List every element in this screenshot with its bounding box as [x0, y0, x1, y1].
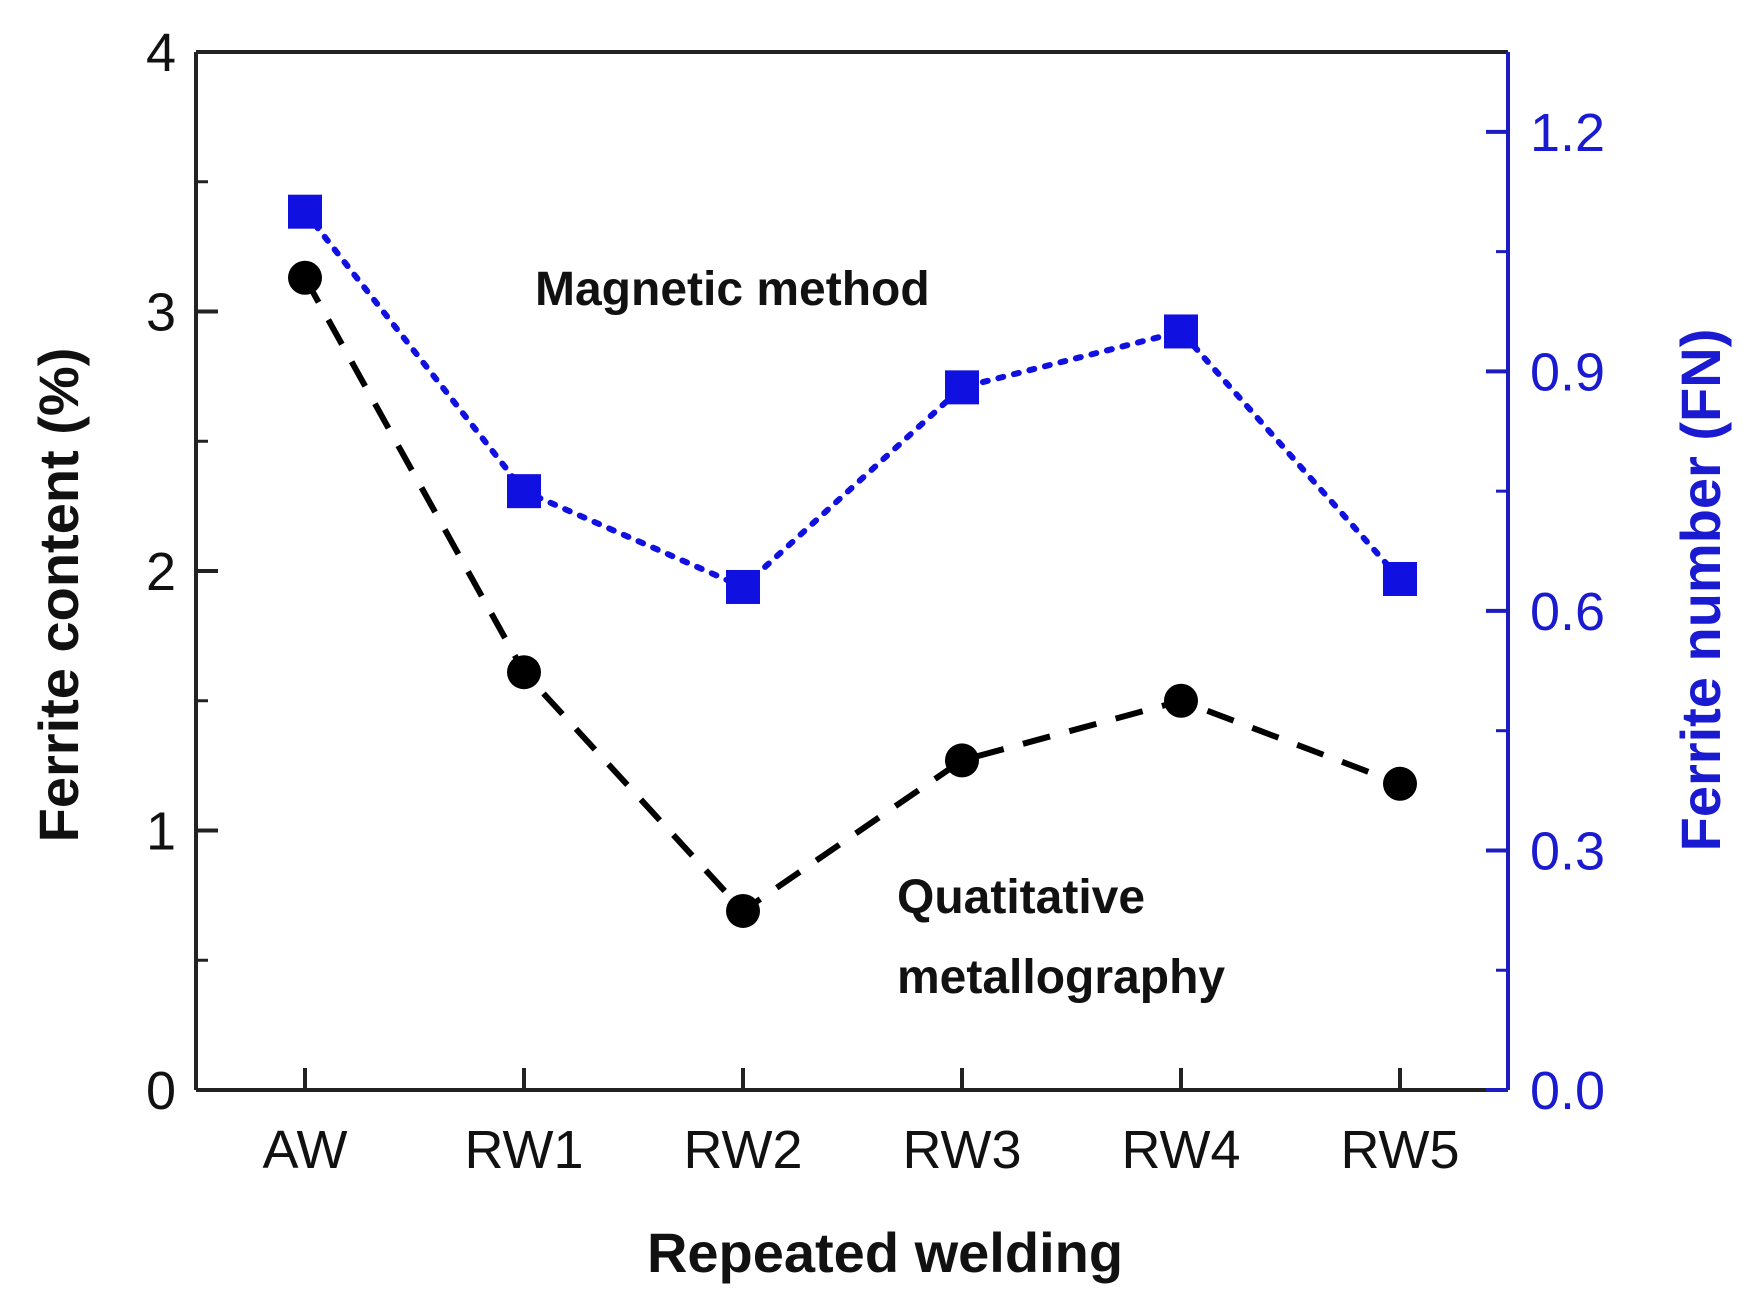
x-category-label: AW — [263, 1120, 348, 1180]
plot-frame — [194, 50, 1510, 1092]
data-point-circle — [288, 260, 322, 295]
data-point-circle — [1383, 766, 1417, 801]
x-category-label: RW1 — [464, 1120, 583, 1180]
annotation-magnetic-method: Magnetic method — [535, 263, 930, 316]
right-tick-label: 1.2 — [1530, 103, 1605, 163]
data-point-square — [726, 569, 760, 604]
right-tick-label: 0.6 — [1530, 582, 1605, 642]
x-category-label: RW3 — [902, 1120, 1021, 1180]
annotation-metallography-line1: Quatitative — [897, 871, 1145, 924]
right-tick-label: 0.0 — [1530, 1061, 1605, 1121]
data-point-square — [288, 194, 322, 229]
x-axis-title: Repeated welding — [647, 1221, 1123, 1284]
x-category-label: RW4 — [1121, 1120, 1240, 1180]
data-point-circle — [1164, 683, 1198, 718]
series-line — [302, 276, 1402, 915]
left-tick-label: 4 — [146, 23, 176, 83]
left-axis: 0 1 2 3 4 — [146, 23, 218, 1121]
series-line — [302, 208, 1403, 591]
right-axis-title: Ferrite number (FN) — [1669, 329, 1732, 852]
x-category-label: RW5 — [1340, 1120, 1459, 1180]
annotation-metallography-line2: metallography — [897, 951, 1225, 1004]
left-tick-label: 0 — [146, 1061, 176, 1121]
left-tick-label: 1 — [146, 802, 176, 862]
data-point-square — [1164, 314, 1198, 349]
data-point-square — [945, 370, 979, 405]
data-point-circle — [726, 893, 760, 928]
left-tick-label: 3 — [146, 283, 176, 343]
x-axis: AW RW1 RW2 RW3 RW4 RW5 — [263, 1068, 1460, 1180]
data-point-circle — [507, 655, 541, 690]
left-axis-title: Ferrite content (%) — [27, 348, 90, 843]
data-point-square — [507, 474, 541, 509]
series-layer — [288, 194, 1417, 928]
right-tick-label: 0.9 — [1530, 342, 1605, 402]
x-category-label: RW2 — [683, 1120, 802, 1180]
right-tick-label: 0.3 — [1530, 821, 1605, 881]
data-point-circle — [945, 743, 979, 778]
left-tick-label: 2 — [146, 542, 176, 602]
right-axis: 0.0 0.3 0.6 0.9 1.2 — [1486, 103, 1605, 1121]
data-point-square — [1383, 561, 1417, 596]
